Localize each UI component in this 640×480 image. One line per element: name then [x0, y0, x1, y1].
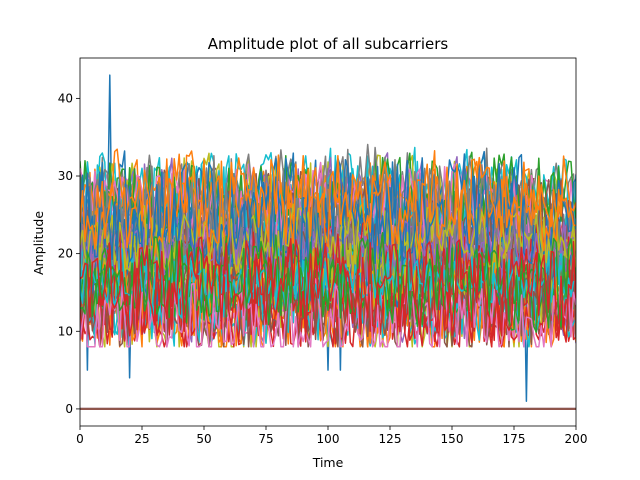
- x-tick-label: 200: [565, 432, 588, 446]
- x-tick-label: 75: [258, 432, 273, 446]
- x-axis: 0 25 50 75 100 125 150 175 200: [76, 426, 587, 446]
- chart-title: Amplitude plot of all subcarriers: [208, 35, 449, 53]
- y-tick-label: 40: [58, 91, 73, 105]
- x-tick-label: 25: [134, 432, 149, 446]
- plot-frame: [79, 57, 577, 427]
- series-line: [80, 148, 576, 257]
- x-tick-label: 0: [76, 432, 84, 446]
- series-line: [80, 150, 535, 269]
- series-line: [80, 276, 576, 348]
- series-line: [80, 232, 576, 333]
- y-tick-label: 20: [58, 247, 73, 261]
- y-axis-title: Amplitude: [31, 211, 46, 275]
- x-tick-label: 100: [317, 432, 340, 446]
- y-tick-label: 30: [58, 169, 73, 183]
- y-tick-label: 0: [65, 402, 73, 416]
- y-tick-label: 10: [58, 324, 73, 338]
- x-axis-title: Time: [312, 455, 344, 470]
- y-axis: 0 10 20 30 40: [58, 91, 80, 416]
- series-line: [80, 233, 576, 344]
- x-tick-label: 175: [503, 432, 526, 446]
- x-tick-label: 125: [379, 432, 402, 446]
- x-tick-label: 150: [441, 432, 464, 446]
- x-tick-label: 50: [196, 432, 211, 446]
